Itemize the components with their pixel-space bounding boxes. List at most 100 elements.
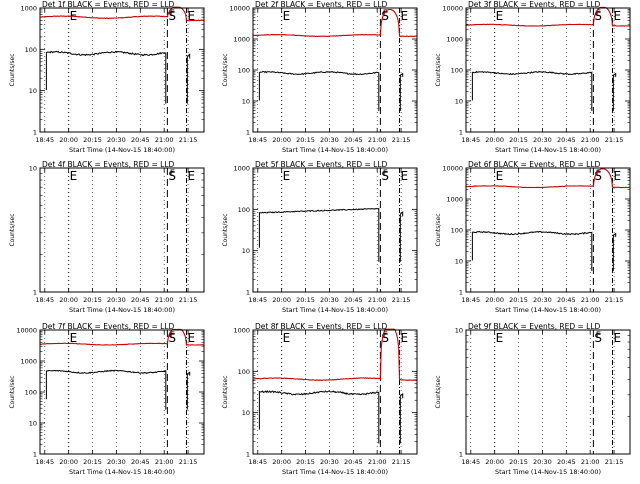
events-recovery-line	[399, 211, 404, 262]
marker-label: S	[168, 169, 176, 183]
events-recovery-line	[612, 232, 617, 271]
marker-label: E	[283, 9, 291, 23]
marker-label: S	[381, 169, 389, 183]
marker-label: E	[613, 169, 621, 183]
plot-frame	[465, 329, 631, 455]
x-tick-label: 20:15	[83, 136, 102, 144]
x-tick-label: 20:45	[344, 136, 363, 144]
plot-frame	[465, 167, 631, 293]
flare-window-label: F	[170, 169, 175, 179]
y-tick-label: 10	[29, 420, 37, 428]
flare-window-label: F	[383, 9, 388, 19]
lld-series-line	[252, 328, 418, 382]
x-tick-label: 21:15	[605, 136, 624, 144]
marker-label: E	[496, 331, 504, 345]
y-tick-label: 1	[459, 129, 463, 137]
x-tick-label: 20:45	[131, 136, 150, 144]
panel-title: Det 3f BLACK = Events, RED = LLD	[468, 0, 601, 9]
x-tick-label: 20:30	[533, 458, 552, 466]
y-tick-label: 10000	[442, 165, 463, 173]
events-series-line	[258, 390, 380, 444]
marker-label: S	[594, 169, 602, 183]
marker-label: E	[187, 169, 195, 183]
x-tick-label: 20:00	[485, 296, 504, 304]
x-tick-label: 20:15	[296, 458, 315, 466]
panel-det-3: Det 3f BLACK = Events, RED = LLD Counts/s…	[435, 0, 631, 154]
y-axis-label: Counts/sec	[222, 213, 229, 246]
x-tick-label: 18:45	[248, 458, 267, 466]
panel-title: Det 4f BLACK = Events, RED = LLD	[42, 160, 175, 169]
x-axis-label: Start Time (14-Nov-15 18:40:00)	[495, 468, 601, 476]
y-tick-label: 10000	[442, 5, 463, 13]
y-tick-label: 1	[33, 451, 37, 459]
x-tick-label: 20:00	[485, 458, 504, 466]
x-axis-label: Start Time (14-Nov-15 18:40:00)	[495, 146, 601, 154]
panel-det-8: Det 8f BLACK = Events, RED = LLD Counts/s…	[222, 322, 418, 476]
x-tick-label: 20:00	[59, 458, 78, 466]
x-tick-label: 20:45	[557, 296, 576, 304]
marker-label: S	[594, 331, 602, 345]
x-tick-label: 20:15	[83, 458, 102, 466]
flare-window-label: F	[170, 331, 175, 341]
y-tick-label: 100	[451, 67, 463, 75]
x-tick-label: 20:45	[131, 458, 150, 466]
x-tick-label: 20:15	[83, 296, 102, 304]
y-tick-label: 10	[455, 258, 463, 266]
plot-frame	[252, 7, 418, 133]
y-tick-label: 100	[25, 389, 37, 397]
x-axis-label: Start Time (14-Nov-15 18:40:00)	[69, 306, 175, 314]
lld-series-line	[39, 6, 205, 22]
x-axis-label: Start Time (14-Nov-15 18:40:00)	[69, 468, 175, 476]
y-tick-label: 1000	[20, 5, 37, 13]
x-tick-label: 20:30	[107, 136, 126, 144]
x-axis-label: Start Time (14-Nov-15 18:40:00)	[282, 146, 388, 154]
x-tick-label: 20:45	[344, 458, 363, 466]
x-tick-label: 21:00	[581, 136, 600, 144]
panel-det-1: Det 1f BLACK = Events, RED = LLD Counts/s…	[9, 0, 205, 154]
x-axis-label: Start Time (14-Nov-15 18:40:00)	[282, 468, 388, 476]
y-axis-label: Counts/sec	[435, 213, 442, 246]
x-tick-label: 21:15	[179, 296, 198, 304]
lld-series-line	[465, 168, 630, 189]
y-tick-label: 10	[242, 409, 250, 417]
x-tick-label: 20:30	[533, 296, 552, 304]
x-tick-label: 20:30	[320, 458, 339, 466]
flare-window-label: F	[596, 169, 601, 179]
x-tick-label: 21:15	[392, 136, 411, 144]
y-tick-label: 1000	[446, 36, 463, 44]
marker-label: E	[613, 9, 621, 23]
x-tick-label: 21:00	[368, 296, 387, 304]
x-tick-label: 20:30	[533, 136, 552, 144]
x-tick-label: 21:00	[155, 458, 174, 466]
y-tick-label: 1000	[20, 358, 37, 366]
x-tick-label: 21:15	[605, 458, 624, 466]
x-tick-label: 20:15	[509, 296, 528, 304]
panel-title: Det 5f BLACK = Events, RED = LLD	[255, 160, 388, 169]
plot-frame	[465, 7, 631, 133]
events-recovery-line	[612, 72, 617, 111]
y-tick-label: 1000	[233, 165, 250, 173]
y-axis-label: Counts/sec	[222, 375, 229, 408]
marker-label: E	[496, 169, 504, 183]
x-tick-label: 20:30	[320, 136, 339, 144]
y-axis-label: Counts/sec	[9, 213, 16, 246]
x-tick-label: 20:15	[296, 296, 315, 304]
panel-title: Det 6f BLACK = Events, RED = LLD	[468, 160, 601, 169]
x-tick-label: 18:45	[248, 296, 267, 304]
x-tick-label: 20:00	[272, 458, 291, 466]
marker-label: E	[400, 331, 408, 345]
x-tick-label: 18:45	[461, 136, 480, 144]
marker-label: E	[283, 169, 291, 183]
events-series-line	[471, 70, 593, 111]
panel-det-5: Det 5f BLACK = Events, RED = LLD Counts/s…	[222, 160, 418, 314]
x-tick-label: 20:45	[131, 296, 150, 304]
y-tick-label: 1	[246, 451, 250, 459]
flare-window-label: F	[383, 169, 388, 179]
y-tick-label: 100	[25, 46, 37, 54]
flare-window-label: F	[170, 9, 175, 19]
x-tick-label: 21:15	[179, 458, 198, 466]
plot-frame	[39, 329, 205, 455]
marker-label: S	[381, 9, 389, 23]
events-recovery-line	[186, 371, 191, 410]
